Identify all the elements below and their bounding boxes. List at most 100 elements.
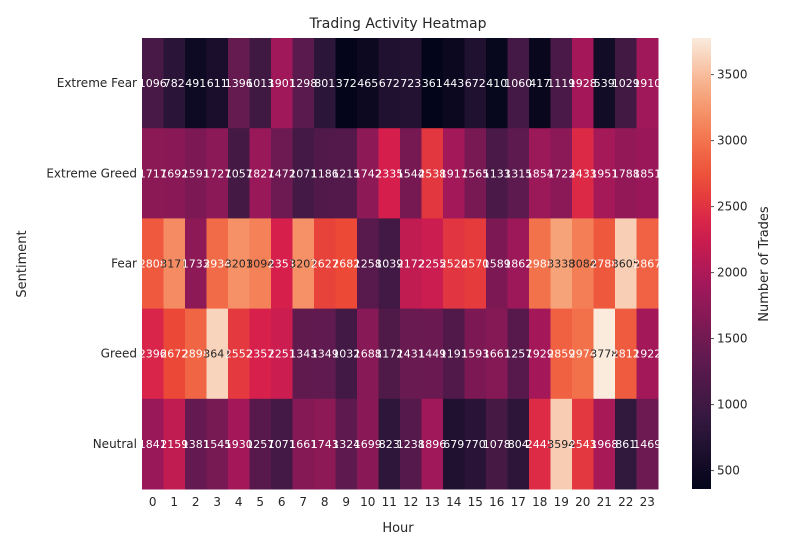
heatmap-cell	[185, 218, 207, 310]
x-axis-tick-labels: 0 1 2 3 4 5 6 7 8 9 10 11 12 13 14 15 16 17 18 19 20 21 22 23	[149, 495, 655, 509]
heatmap-cell	[486, 398, 508, 490]
cell-value-label: 1788	[612, 167, 640, 180]
x-tick-label: 23	[640, 495, 655, 509]
x-tick-label: 3	[213, 495, 221, 509]
cell-value-label: 1743	[311, 438, 339, 451]
cell-value-label: 1544	[397, 167, 425, 180]
heatmap-cell	[636, 128, 659, 219]
cell-value-label: 672	[379, 77, 400, 90]
cell-value-label: 1257	[504, 348, 532, 361]
cell-value-label: 2543	[569, 438, 597, 451]
cell-value-label: 1071	[268, 438, 296, 451]
cell-value-label: 1589	[483, 258, 511, 271]
heatmap-cell	[443, 128, 465, 219]
heatmap-cell	[163, 218, 186, 310]
x-tick-label: 12	[403, 495, 418, 509]
heatmap-cell	[314, 38, 336, 129]
cell-value-label: 672	[465, 77, 486, 90]
cell-value-label: 1258	[354, 258, 382, 271]
y-axis-tick-labels: Extreme Fear Extreme Greed Fear Greed Neutra…	[46, 76, 137, 451]
x-tick-label: 11	[382, 495, 397, 509]
cell-value-label: 465	[357, 77, 378, 90]
heatmap-cell	[507, 218, 530, 310]
heatmap-cell	[378, 38, 401, 129]
y-tick-label: Extreme Fear	[57, 76, 137, 90]
cell-value-label: 1013	[246, 77, 274, 90]
heatmap-cell	[249, 398, 272, 490]
heatmap-cell	[593, 398, 616, 490]
heatmap-cell	[185, 38, 207, 129]
cell-value-label: 1928	[569, 77, 597, 90]
heatmap-cell	[335, 218, 358, 310]
cell-value-label: 1742	[354, 167, 382, 180]
heatmap-cell	[550, 128, 573, 219]
cell-value-label: 1449	[418, 348, 446, 361]
heatmap-cell	[529, 398, 551, 490]
heatmap-cell	[206, 218, 229, 310]
heatmap-cell	[550, 308, 573, 400]
cell-value-label: 2898	[182, 348, 210, 361]
heatmap-cell	[142, 308, 164, 400]
heatmap-cell	[206, 308, 229, 400]
heatmap-cell	[335, 398, 358, 490]
heatmap-cells	[142, 38, 659, 490]
x-tick-label: 5	[256, 495, 264, 509]
cell-value-label: 1186	[311, 167, 339, 180]
cell-value-label: 1133	[483, 167, 511, 180]
cell-value-label: 1096	[139, 77, 167, 90]
heatmap-cell	[529, 38, 551, 129]
heatmap-cell	[228, 38, 250, 129]
cell-value-label: 1917	[440, 167, 468, 180]
cell-value-label: 1841	[139, 438, 167, 451]
heatmap-cell	[249, 218, 272, 310]
cell-value-label: 1257	[246, 438, 274, 451]
cell-value-label: 3641	[203, 348, 231, 361]
colorbar	[692, 38, 711, 489]
cell-value-label: 861	[615, 438, 636, 451]
heatmap-cell	[421, 38, 444, 129]
heatmap-cell	[271, 38, 293, 129]
heatmap-cell	[529, 308, 551, 400]
heatmap-cell	[314, 218, 336, 310]
cell-value-label: 1039	[375, 258, 403, 271]
heatmap-cell	[335, 308, 358, 400]
cell-value-label: 3201	[225, 258, 253, 271]
heatmap-cell	[615, 128, 637, 219]
cell-value-label: 3084	[569, 258, 597, 271]
heatmap-cell	[400, 128, 422, 219]
heatmap-cell	[550, 38, 573, 129]
x-tick-label: 18	[532, 495, 547, 509]
x-tick-label: 22	[618, 495, 633, 509]
cell-value-label: 1851	[633, 167, 661, 180]
heatmap-cell	[249, 308, 272, 400]
cell-value-label: 2520	[440, 258, 468, 271]
heatmap-cell	[271, 218, 293, 310]
heatmap-cell	[486, 308, 508, 400]
cell-value-label: 1593	[461, 348, 489, 361]
heatmap-cell	[292, 38, 315, 129]
heatmap-cell	[228, 308, 250, 400]
cell-value-label: 1119	[547, 77, 575, 90]
heatmap-cell	[421, 398, 444, 490]
cell-value-label: 1699	[354, 438, 382, 451]
heatmap-cell	[292, 308, 315, 400]
heatmap-cell	[507, 38, 530, 129]
cell-value-label: 804	[508, 438, 529, 451]
cell-value-label: 611	[207, 77, 228, 90]
cell-value-label: 1951	[590, 167, 618, 180]
cell-value-label: 1565	[461, 167, 489, 180]
cell-value-label: 1968	[590, 438, 618, 451]
heatmap-cell	[636, 398, 659, 490]
heatmap-cell	[593, 128, 616, 219]
cell-value-label: 1343	[289, 348, 317, 361]
heatmap-cell	[486, 218, 508, 310]
heatmap-cell	[206, 398, 229, 490]
heatmap-cell	[615, 38, 637, 129]
heatmap-cell	[378, 218, 401, 310]
heatmap-cell	[400, 308, 422, 400]
chart-title: Trading Activity Heatmap	[309, 16, 487, 32]
cell-value-label: 3207	[289, 258, 317, 271]
heatmap-cell	[443, 308, 465, 400]
x-tick-label: 13	[425, 495, 440, 509]
